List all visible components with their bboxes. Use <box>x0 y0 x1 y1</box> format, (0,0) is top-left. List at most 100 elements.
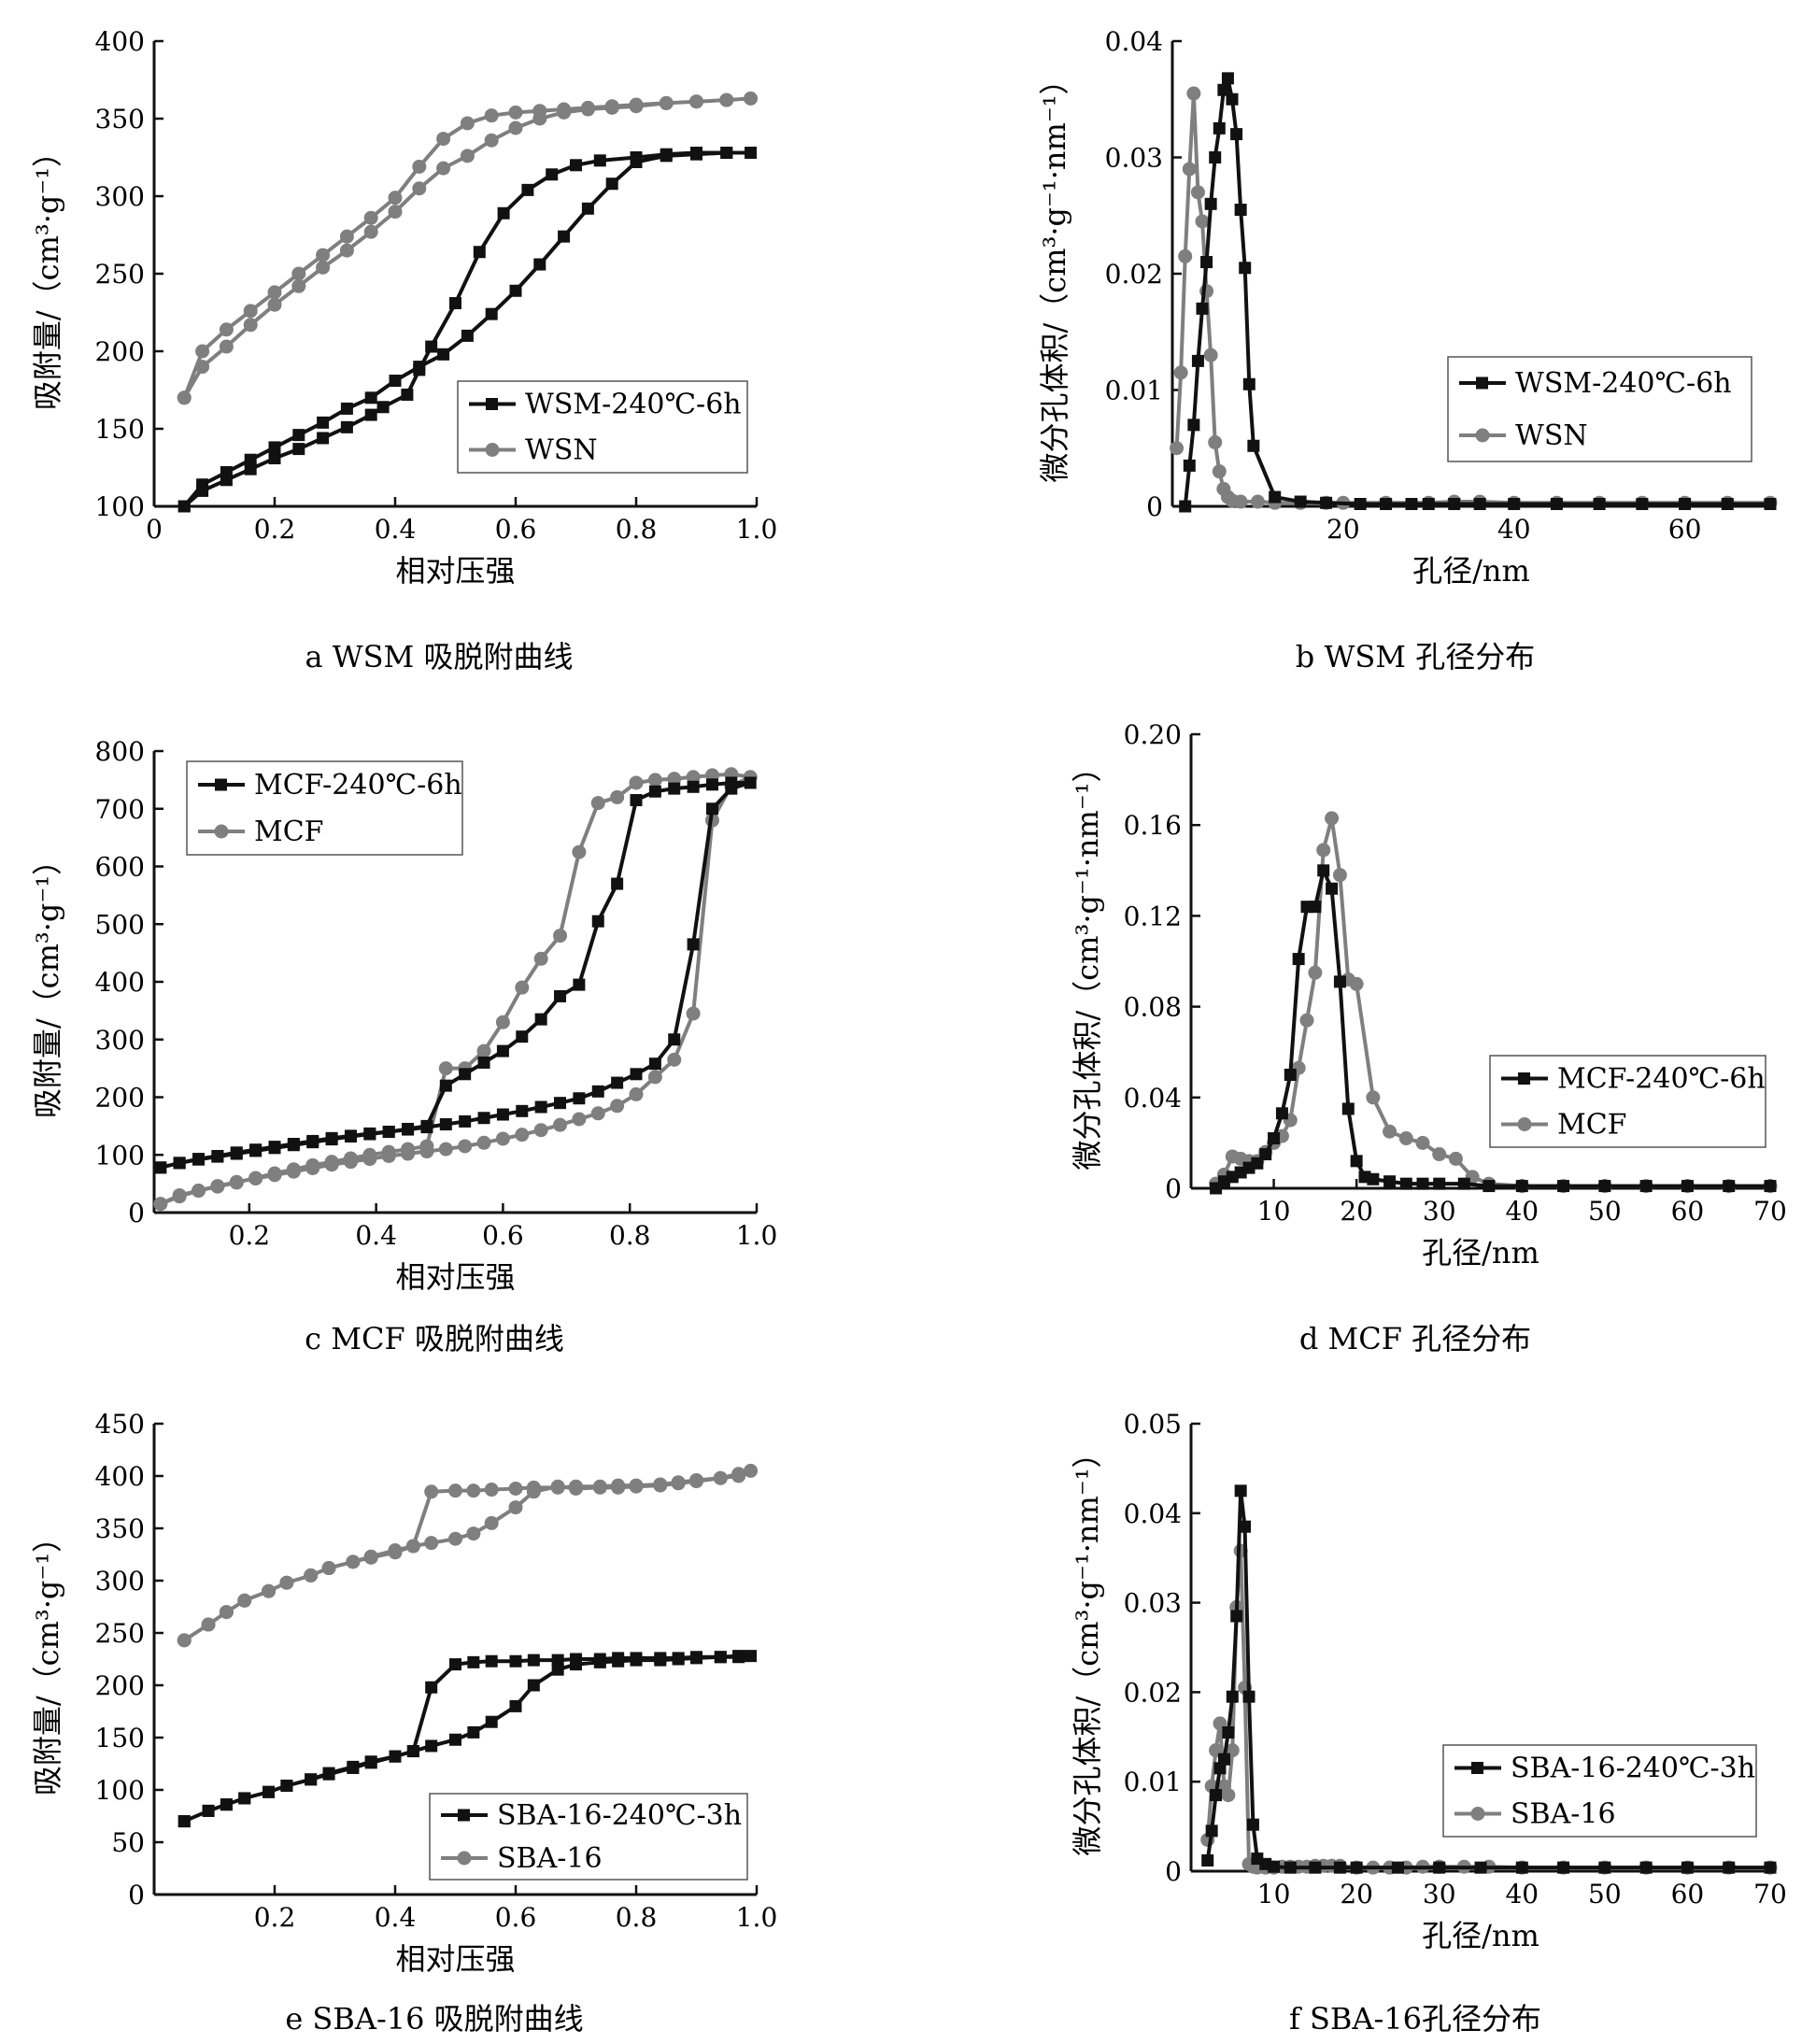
x-tick-label: 50 <box>1588 1196 1622 1227</box>
data-point <box>705 802 718 816</box>
data-point <box>460 149 475 163</box>
x-tick-label: 0.2 <box>254 1902 296 1933</box>
data-point <box>238 1792 251 1805</box>
data-point <box>1457 1177 1470 1190</box>
series-1 <box>1179 72 1777 513</box>
x-tick-label: 0.6 <box>495 1902 537 1933</box>
data-point <box>192 1153 206 1166</box>
data-point <box>629 1086 644 1101</box>
data-point <box>177 500 191 513</box>
x-tick-label: 40 <box>1497 514 1531 545</box>
data-point <box>1233 494 1248 509</box>
data-point <box>1259 1148 1272 1161</box>
series-2 <box>177 91 759 405</box>
data-point <box>496 1108 509 1121</box>
legend-label: SBA-16-240℃-3h <box>1511 1753 1755 1785</box>
y-tick-label: 0 <box>128 1198 145 1228</box>
data-point <box>629 775 644 790</box>
data-point <box>192 1184 206 1199</box>
series-1 <box>154 776 757 1174</box>
data-point <box>1309 1861 1322 1874</box>
y-axis-label: 吸附量/（cm³·g⁻¹） <box>30 845 65 1118</box>
data-point <box>744 776 757 789</box>
data-point <box>605 177 618 191</box>
y-tick-label: 350 <box>95 104 145 135</box>
data-point <box>1681 1180 1694 1193</box>
legend-label: WSN <box>525 434 598 467</box>
data-point <box>508 105 523 120</box>
y-tick-label: 0.04 <box>1105 26 1163 57</box>
data-point <box>1557 1861 1570 1874</box>
legend-marker <box>457 1851 472 1866</box>
chart-panel-1: 100 150 200 250 300 350 400 0 0.2 0.4 0.6 0.8 1.0 相对压… <box>30 26 777 674</box>
data-point <box>267 1166 282 1181</box>
data-point <box>436 161 451 176</box>
data-point <box>690 1652 702 1665</box>
data-point <box>363 1549 378 1564</box>
data-point <box>317 416 330 429</box>
data-point <box>508 121 523 135</box>
data-point <box>466 1483 481 1498</box>
data-point <box>572 1112 587 1127</box>
legend: SBA-16-240℃-3h SBA-16 <box>1442 1744 1757 1838</box>
x-axis-label: 相对压强 <box>395 1259 515 1295</box>
x-tick-label: 0.6 <box>495 514 537 545</box>
data-point <box>477 1112 490 1125</box>
data-point <box>647 773 662 788</box>
data-point <box>449 1733 461 1746</box>
data-point <box>593 154 606 167</box>
y-tick-label: 0 <box>1165 1173 1182 1204</box>
y-tick-label: 150 <box>95 414 145 445</box>
legend: MCF-240℃-6h MCF <box>1489 1055 1766 1148</box>
data-point <box>439 1118 452 1131</box>
data-point <box>671 1476 686 1491</box>
data-point <box>305 1157 320 1172</box>
data-point <box>202 1804 215 1817</box>
legend-box <box>1489 1055 1766 1148</box>
data-point <box>495 1131 510 1146</box>
data-point <box>1598 1180 1611 1193</box>
data-point <box>1200 256 1213 269</box>
data-point <box>1508 498 1521 511</box>
data-point <box>660 149 673 163</box>
data-point <box>745 147 758 160</box>
legend-label: MCF <box>1557 1109 1627 1142</box>
data-point <box>653 1478 668 1493</box>
data-point <box>1433 1861 1446 1874</box>
data-point <box>1222 1726 1235 1739</box>
data-point <box>219 339 234 354</box>
legend-label: WSM-240℃-6h <box>1515 367 1732 400</box>
data-point <box>516 1104 529 1117</box>
data-point <box>1333 975 1346 988</box>
data-point <box>551 1663 564 1676</box>
data-point <box>425 1681 438 1694</box>
legend-marker <box>1518 1072 1530 1085</box>
legend-marker <box>1470 1807 1485 1821</box>
data-point <box>449 297 461 310</box>
data-point <box>325 1133 338 1146</box>
legend-box <box>457 380 748 474</box>
series-line <box>183 1469 753 1642</box>
data-point <box>363 224 378 239</box>
data-point <box>521 183 534 196</box>
data-point <box>484 133 499 148</box>
data-point <box>412 181 427 196</box>
data-point <box>515 980 530 995</box>
data-point <box>244 453 257 466</box>
data-point <box>262 1785 276 1798</box>
data-point <box>438 1061 453 1076</box>
x-tick-label: 10 <box>1257 1196 1291 1227</box>
data-point <box>248 1171 263 1185</box>
data-point <box>1239 1520 1252 1533</box>
series-line <box>182 96 753 399</box>
y-tick-label: 0.12 <box>1124 901 1182 931</box>
data-point <box>687 938 700 951</box>
data-point <box>195 344 210 359</box>
data-point <box>1515 1861 1528 1874</box>
data-point <box>1292 953 1305 966</box>
data-point <box>364 408 377 421</box>
chart-panel-5: 0 50 100 150 200 250 300 350 400 450 0.2 0.4 0.6 0.8 1… <box>30 1409 777 2037</box>
data-point <box>477 1056 490 1069</box>
y-axis-label: 微分孔体积/（cm³·g⁻¹·nm⁻¹） <box>1070 1438 1105 1855</box>
data-point <box>553 1117 568 1132</box>
